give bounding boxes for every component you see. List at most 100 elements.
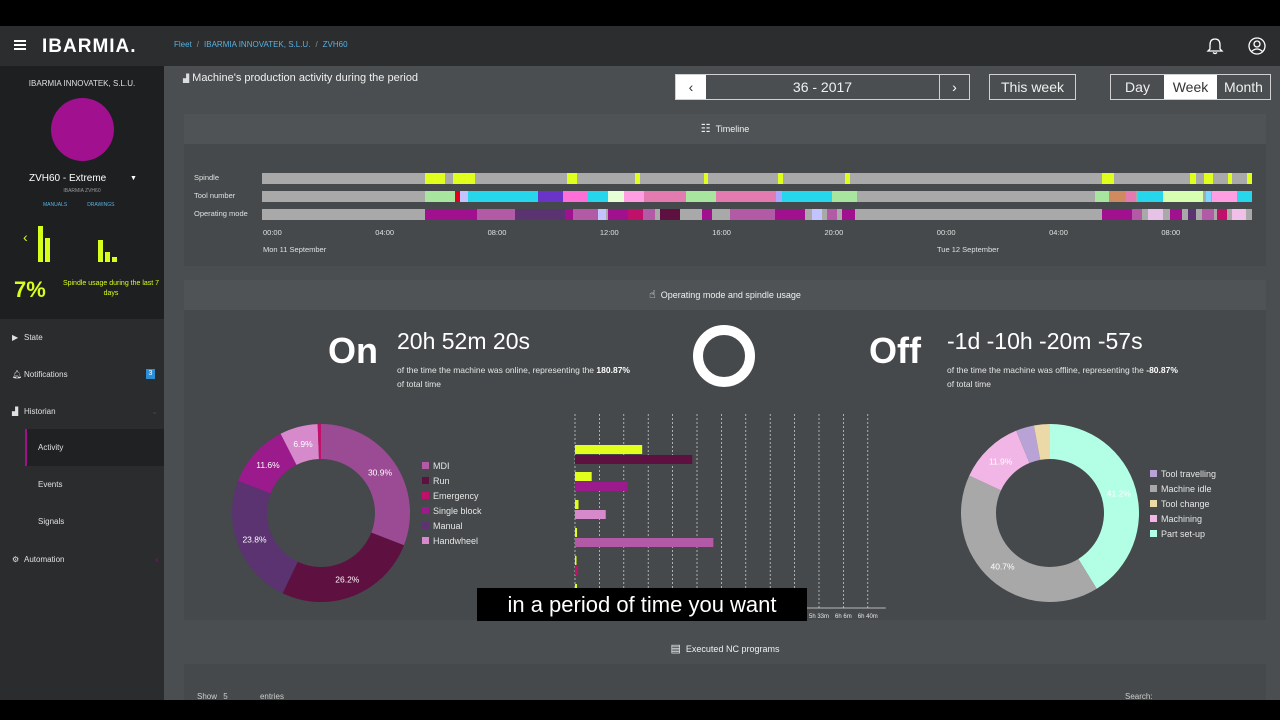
bar[interactable] — [575, 510, 606, 519]
legend-item[interactable]: Machine idle — [1150, 481, 1216, 496]
breadcrumb-company[interactable]: IBARMIA INNOVATEK, S.L.U. — [204, 40, 311, 49]
legend-label: Tool travelling — [1161, 468, 1217, 479]
drawings-link[interactable]: DRAWINGS — [87, 202, 115, 208]
breadcrumb-machine[interactable]: ZVH60 — [322, 40, 348, 49]
donut-slice[interactable] — [317, 424, 321, 460]
nav-historian[interactable]: ▟ Historian ⌄ — [0, 398, 164, 424]
donut-slice[interactable] — [280, 424, 319, 465]
legend-label: Machining — [1161, 513, 1203, 524]
nav-state[interactable]: ▶ State — [0, 324, 164, 350]
tool-timeline-bar[interactable] — [262, 191, 1252, 202]
mode-timeline-bar[interactable] — [262, 209, 1252, 220]
donut-slice[interactable] — [282, 532, 404, 602]
timeline-tick: 00:00 — [263, 228, 282, 237]
donut-label: 40.7% — [990, 561, 1015, 571]
donut-label: 6.9% — [293, 439, 313, 449]
entries-select[interactable]: 5 — [223, 692, 228, 700]
nav-signals[interactable]: Signals — [38, 517, 65, 526]
timeline-segment — [776, 191, 782, 202]
nav-state-label: State — [24, 332, 43, 342]
breadcrumb: Fleet / IBARMIA INNOVATEK, S.L.U. / ZVH60 — [174, 40, 348, 49]
programs-title: Executed NC programs — [685, 644, 780, 654]
nav-automation[interactable]: ⚙︎ Automation ‹ — [0, 546, 164, 572]
menu-icon[interactable] — [14, 40, 26, 50]
bar[interactable] — [575, 538, 714, 547]
timeline-segment — [730, 209, 775, 220]
period-week-button[interactable]: Week — [1164, 75, 1217, 99]
donut-slice[interactable] — [1050, 424, 1139, 589]
donut-slice[interactable] — [1016, 425, 1041, 464]
timeline-segment — [1212, 191, 1237, 202]
machine-card: IBARMIA INNOVATEK, S.L.U. ZVH60 - Extrem… — [0, 66, 164, 319]
legend-item[interactable]: Emergency — [422, 488, 482, 503]
spindle-timeline-bar[interactable] — [262, 173, 1252, 184]
donut-label: 11.9% — [989, 456, 1013, 466]
factory-icon: ▟ — [183, 74, 190, 83]
nav-notifications[interactable]: 🔔︎ Notifications 3 — [0, 361, 164, 387]
timeline-date: Mon 11 September — [263, 245, 327, 254]
programs-header: ▤ Executed NC programs — [184, 634, 1266, 664]
donut-slice[interactable] — [238, 433, 297, 494]
legend-item[interactable]: Tool change — [1150, 496, 1216, 511]
donut-slice[interactable] — [969, 430, 1030, 491]
donut-slice[interactable] — [961, 475, 1097, 602]
off-desc-suffix: of total time — [947, 379, 991, 389]
donut-slice[interactable] — [321, 424, 410, 546]
bar[interactable] — [575, 445, 643, 454]
prev-week-button[interactable]: ‹ — [676, 75, 706, 99]
legend-item[interactable]: Single block — [422, 503, 482, 518]
legend-item[interactable]: Manual — [422, 518, 482, 533]
legend-swatch — [422, 462, 429, 469]
donut-slice[interactable] — [232, 480, 298, 594]
timeline-tick: 08:00 — [487, 228, 507, 237]
machine-name[interactable]: ZVH60 - Extreme — [29, 173, 107, 184]
legend-item[interactable]: Run — [422, 473, 482, 488]
breadcrumb-fleet[interactable]: Fleet — [174, 40, 192, 49]
caret-down-icon[interactable]: ▼ — [130, 175, 137, 182]
timeline-segment — [716, 191, 776, 202]
legend-item[interactable]: Tool travelling — [1150, 466, 1216, 481]
operating-panel: ☝︎ Operating mode and spindle usage On 20… — [184, 280, 1266, 620]
nav-events[interactable]: Events — [38, 480, 63, 489]
period-day-button[interactable]: Day — [1125, 79, 1150, 95]
bar[interactable] — [575, 472, 592, 481]
timeline-segment — [1163, 191, 1203, 202]
timeline-segment — [1109, 191, 1126, 202]
bar[interactable] — [575, 528, 577, 537]
program-icon: ▤ — [670, 643, 681, 655]
spindle-usage-donut[interactable]: 41.2% 40.7% 11.9% — [957, 420, 1143, 606]
bar[interactable] — [575, 556, 577, 565]
company-name: IBARMIA INNOVATEK, S.L.U. — [28, 79, 136, 88]
timeline-segment — [1102, 209, 1132, 220]
search-label: Search: — [1125, 692, 1153, 700]
operating-mode-donut[interactable]: 30.9% 26.2% 23.8% 11.6% 6.9% — [228, 420, 414, 606]
timeline-tick: 16:00 — [712, 228, 731, 237]
on-desc-suffix: of total time — [397, 379, 441, 389]
bar[interactable] — [575, 455, 693, 464]
this-week-button[interactable]: This week — [989, 74, 1076, 100]
manuals-link[interactable]: MANUALS — [43, 202, 68, 208]
user-icon[interactable] — [1247, 36, 1267, 56]
timeline-segment — [588, 191, 608, 202]
donut-slice[interactable] — [1033, 424, 1050, 460]
timeline-segment — [778, 173, 783, 184]
next-week-button[interactable]: › — [939, 75, 969, 99]
chevron-left-icon[interactable]: ‹ — [23, 229, 28, 245]
legend-item[interactable]: Handwheel — [422, 533, 482, 548]
donut-label: 23.8% — [242, 534, 267, 544]
hand-pointer-icon: ☝︎ — [649, 289, 656, 301]
timeline-segment — [1148, 209, 1163, 220]
bell-icon[interactable] — [1205, 36, 1225, 56]
legend-item[interactable]: Part set-up — [1150, 526, 1216, 541]
legend-item[interactable]: MDI — [422, 458, 482, 473]
on-percentage: 180.87% — [596, 365, 630, 375]
legend-item[interactable]: Machining — [1150, 511, 1216, 526]
timeline-panel: ☷ Timeline Spindle Tool number Operating … — [184, 114, 1266, 266]
bar[interactable] — [575, 566, 579, 575]
donut-label: 30.9% — [368, 468, 393, 478]
nav-activity[interactable]: Activity — [25, 429, 164, 466]
on-desc-text: of the time the machine was online, repr… — [397, 365, 595, 375]
bar[interactable] — [575, 500, 579, 509]
period-month-button[interactable]: Month — [1224, 79, 1263, 95]
bar[interactable] — [575, 482, 628, 491]
